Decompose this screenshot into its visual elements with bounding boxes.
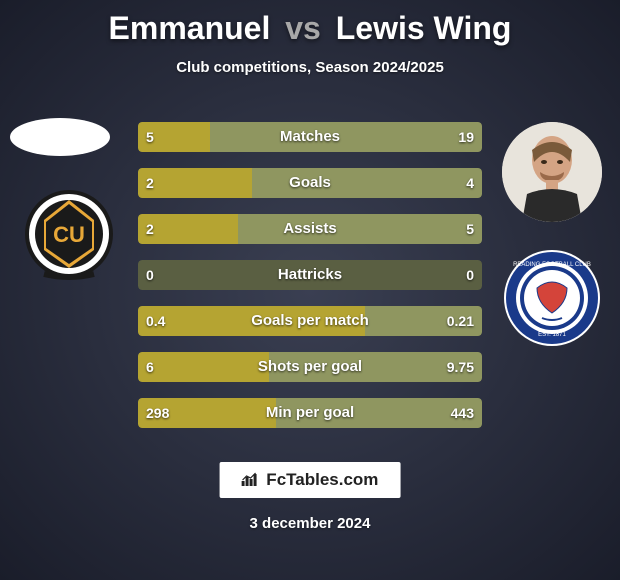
stat-row: 519Matches	[138, 122, 482, 152]
stat-row: 298443Min per goal	[138, 398, 482, 428]
stat-label: Assists	[138, 214, 482, 244]
stat-label: Min per goal	[138, 398, 482, 428]
stats-bars: 519Matches 24Goals 25Assists 00Hattricks 0.4…	[138, 122, 482, 444]
stat-row: 24Goals	[138, 168, 482, 198]
player2-name: Lewis Wing	[336, 10, 512, 46]
svg-text:READING FOOTBALL CLUB: READING FOOTBALL CLUB	[513, 262, 591, 268]
player1-name: Emmanuel	[109, 10, 271, 46]
subtitle: Club competitions, Season 2024/2025	[0, 59, 620, 76]
brand-text: FcTables.com	[266, 470, 378, 489]
brand-badge: FcTables.com	[220, 462, 401, 498]
comparison-infographic: Emmanuel vs Lewis Wing Club competitions…	[0, 0, 620, 580]
stat-row: 0.40.21Goals per match	[138, 306, 482, 336]
stat-label: Hattricks	[138, 260, 482, 290]
stat-label: Goals	[138, 168, 482, 198]
vs-text: vs	[285, 10, 321, 46]
stat-row: 25Assists	[138, 214, 482, 244]
stat-label: Goals per match	[138, 306, 482, 336]
stat-row: 00Hattricks	[138, 260, 482, 290]
player2-club-badge: READING FOOTBALL CLUB EST. 1871	[502, 248, 602, 348]
player2-avatar	[502, 122, 602, 222]
svg-text:CU: CU	[53, 222, 85, 247]
date-text: 3 december 2024	[0, 515, 620, 532]
brand-icon	[242, 470, 263, 489]
stat-label: Matches	[138, 122, 482, 152]
stat-label: Shots per goal	[138, 352, 482, 382]
stat-row: 69.75Shots per goal	[138, 352, 482, 382]
svg-text:EST. 1871: EST. 1871	[538, 332, 566, 338]
player1-club-badge: CU	[22, 180, 116, 288]
player1-avatar	[10, 118, 110, 156]
main-title: Emmanuel vs Lewis Wing	[0, 0, 620, 47]
